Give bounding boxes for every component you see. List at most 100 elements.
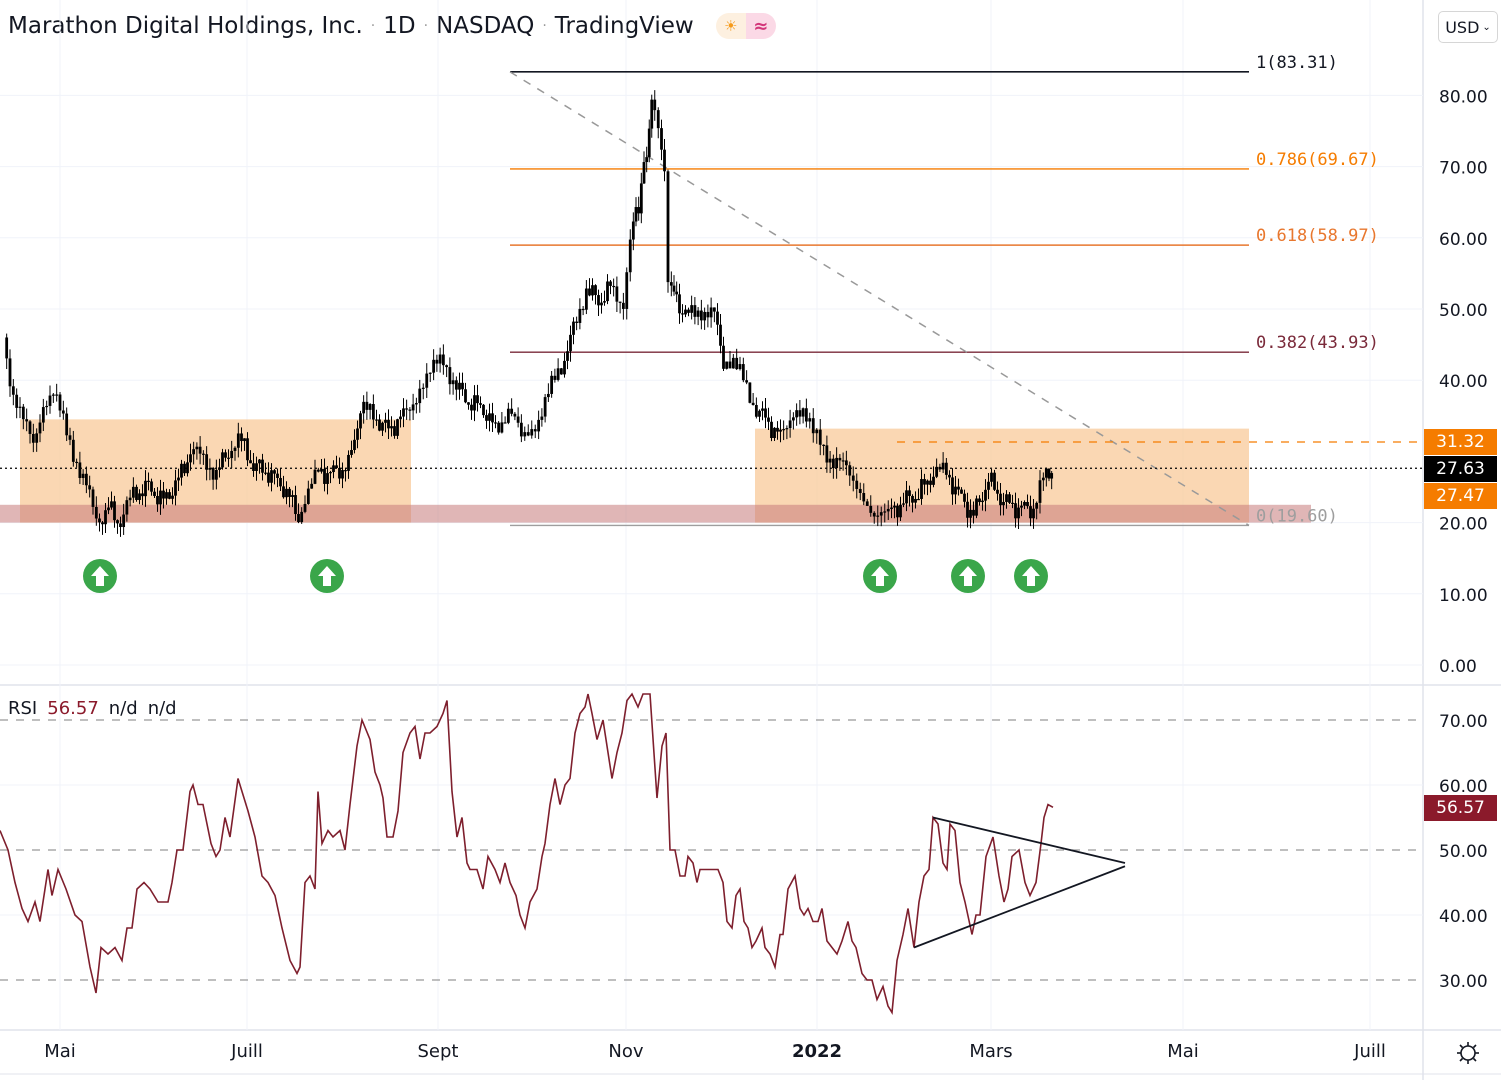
candle-body [513, 413, 517, 417]
market-hours-sun-icon[interactable]: ☀ [715, 13, 746, 39]
candle-body [684, 309, 687, 315]
candle-body [963, 493, 966, 502]
candle-body [1029, 506, 1032, 519]
candle-body [696, 310, 700, 317]
candle-body [993, 472, 996, 490]
candle-body [767, 417, 770, 422]
candle-body [218, 467, 221, 470]
candle-body [1041, 477, 1045, 481]
candle-body [948, 474, 951, 478]
candle-body [1023, 502, 1026, 506]
candle-body [999, 493, 1002, 506]
candle-body [645, 157, 649, 163]
candle-body [294, 495, 297, 515]
candle-body [597, 295, 600, 306]
candle-body [975, 498, 978, 516]
candle-body [479, 403, 482, 405]
candle-body [497, 422, 501, 433]
up-arrow-glyph [959, 566, 977, 586]
candle-body [828, 458, 832, 463]
rsi-legend[interactable]: RSI 56.57 n/d n/d [8, 698, 177, 719]
candle-body [770, 421, 773, 438]
candle-body [195, 446, 199, 450]
candle-body [341, 470, 344, 479]
candle-body [712, 307, 716, 312]
candle-body [808, 418, 812, 422]
rsi-axis-tick: 60.00 [1439, 777, 1488, 797]
candle-body [553, 375, 557, 380]
session-badges[interactable]: ☀ ≈ [715, 13, 776, 39]
rsi-extra-2: n/d [147, 698, 177, 719]
data-delay-wave-icon[interactable]: ≈ [745, 13, 776, 39]
candle-body [258, 459, 261, 464]
candle-body [141, 493, 144, 497]
candle-body [88, 485, 92, 490]
candle-body [758, 410, 761, 417]
candle-body [362, 401, 366, 414]
up-arrow-glyph [871, 566, 889, 586]
gear-icon[interactable] [1455, 1040, 1481, 1066]
time-axis-label: Mai [44, 1041, 76, 1062]
price-axis-tick: 60.00 [1439, 230, 1488, 250]
candle-body [516, 416, 520, 423]
candle-body [252, 463, 255, 471]
candle-body [969, 509, 972, 518]
candle-body [639, 183, 643, 214]
candle-body [8, 358, 12, 387]
candle-body [706, 311, 710, 318]
title-separator: · [423, 18, 429, 34]
candle-body [801, 408, 805, 417]
source-label: TradingView [554, 13, 694, 39]
candle-body [31, 433, 35, 443]
candle-body [214, 469, 218, 480]
candle-body [754, 404, 758, 417]
currency-dropdown[interactable]: USD ⌄ [1438, 11, 1498, 43]
candle-body [690, 305, 694, 313]
time-axis-label: Juill [1354, 1041, 1386, 1062]
candle-body [445, 365, 449, 368]
candle-body [55, 394, 59, 396]
candle-body [98, 518, 101, 523]
candle-body [461, 382, 464, 390]
candle-body [751, 402, 755, 405]
candle-body [984, 489, 987, 501]
candle-body [546, 393, 550, 398]
time-axis-label: Juill [231, 1041, 263, 1062]
candle-body [699, 310, 703, 321]
price-axis-tick: 80.00 [1439, 87, 1488, 107]
symbol-title[interactable]: Marathon Digital Holdings, Inc. · 1D · N… [8, 8, 776, 44]
candle-body [932, 476, 935, 485]
candle-body [128, 497, 132, 501]
candle-body [421, 387, 425, 389]
candle-body [313, 469, 317, 484]
triangle-lower-line [913, 865, 1126, 949]
candle-body [865, 501, 869, 506]
candle-body [1014, 503, 1017, 519]
candle-body [485, 415, 488, 421]
candle-body [618, 301, 622, 303]
candle-body [414, 403, 418, 405]
candle-body [189, 454, 192, 463]
candle-body [356, 428, 359, 440]
candle-body [987, 481, 990, 490]
candle-body [303, 503, 307, 512]
candle-body [764, 408, 767, 418]
candle-body [779, 429, 782, 432]
candle-body [425, 373, 429, 388]
candle-body [482, 404, 485, 416]
candle-body [78, 462, 82, 478]
candle-body [761, 408, 764, 411]
candle-body [467, 402, 470, 405]
candle-body [625, 272, 629, 309]
currency-label: USD [1445, 17, 1480, 37]
candle-body [862, 493, 866, 502]
candle-body [748, 382, 752, 403]
candle-body [923, 479, 926, 485]
candle-body [941, 462, 945, 470]
candle-body [458, 382, 461, 390]
candle-body [669, 282, 673, 286]
candle-body [818, 429, 822, 445]
candle-body [122, 514, 126, 528]
candle-body [530, 429, 534, 436]
